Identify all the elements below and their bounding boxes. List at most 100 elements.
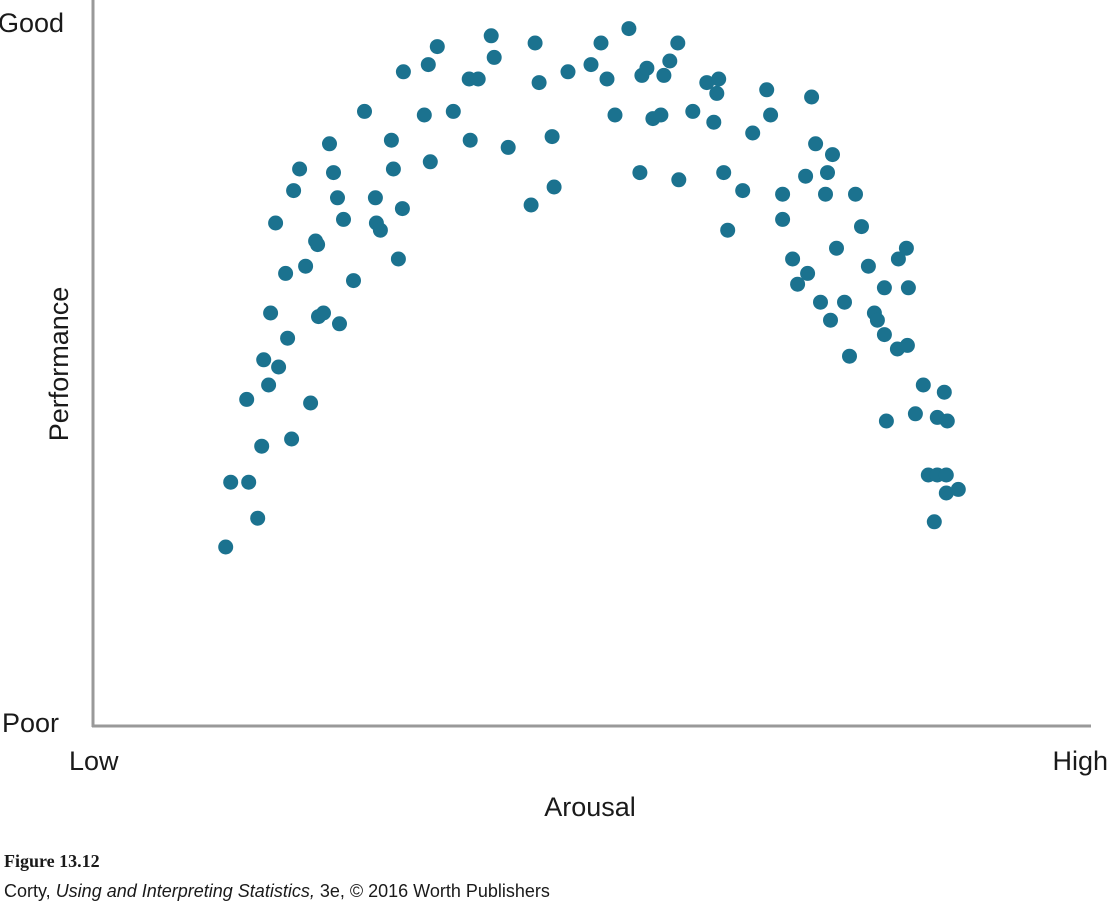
data-point [869,312,885,328]
data-point [322,136,337,152]
y-axis-title: Performance [44,287,74,442]
data-point [820,165,835,181]
data-point [395,64,411,80]
data-point [854,219,869,235]
data-point [310,237,326,253]
data-point [298,258,314,274]
data-points [218,21,966,555]
data-point [445,103,461,119]
data-point [422,154,438,170]
data-point [662,53,678,69]
data-point [813,294,828,310]
data-point [915,377,931,393]
y-tick-label-top: Good [0,8,64,38]
data-point [775,186,791,202]
data-point [346,273,361,289]
data-point [546,179,562,195]
data-point [239,391,255,407]
credit-author: Corty, [4,881,51,901]
data-point [261,377,277,393]
data-point [621,21,637,37]
data-point [250,510,266,526]
data-point [829,240,844,256]
data-point [938,485,954,501]
data-point [284,431,300,447]
data-point [483,28,499,44]
credit-book-title: Using and Interpreting Statistics, [55,881,315,901]
data-point [653,107,669,123]
data-point [280,330,296,346]
data-point [759,82,775,98]
data-point [223,474,239,490]
data-point [357,103,372,119]
data-point [936,384,952,400]
data-point [268,215,284,231]
figure-label: Figure 13.12 [4,851,100,871]
data-point [523,197,539,213]
data-point [950,481,966,497]
data-point [256,352,272,368]
data-point [560,64,576,80]
data-point [332,316,347,332]
data-point [470,71,486,87]
data-point [218,539,234,555]
data-point [394,201,410,217]
data-point [716,165,732,181]
data-point [699,75,715,91]
data-point [599,71,615,87]
data-point [876,280,892,296]
data-point [286,183,302,199]
data-point [429,39,445,55]
data-point [907,406,923,422]
data-point [790,276,806,292]
data-point [938,467,954,483]
data-point [639,60,655,76]
data-point [800,265,816,281]
data-point [939,413,955,429]
data-point [372,222,388,238]
data-point [926,514,942,530]
data-point [367,190,383,206]
data-point [876,327,892,343]
data-point [263,305,279,321]
data-point [825,147,840,163]
data-point [775,211,791,227]
data-point [706,114,722,130]
data-point [899,337,915,353]
data-point [900,280,916,296]
figure-credit: Corty, Using and Interpreting Statistics… [4,876,550,906]
data-point [278,265,294,281]
data-point [500,139,516,155]
data-point [607,107,623,123]
data-point [878,413,894,429]
data-point [860,258,876,274]
data-point [544,129,560,145]
data-point [671,172,687,188]
data-point [898,240,914,256]
data-point [842,348,857,364]
credit-edition: 3e, © 2016 Worth Publishers [319,881,550,901]
data-point [416,107,432,123]
data-point [292,161,308,177]
data-point [271,359,287,375]
data-point [527,35,543,51]
data-point [383,132,399,148]
x-tick-label-right: High [1052,746,1108,776]
data-point [804,89,820,105]
scatter-chart: Good Poor Low High Arousal Performance [0,0,1108,822]
data-point [890,251,906,267]
data-point [656,67,672,83]
data-point [632,165,648,181]
data-point [486,49,502,65]
data-point [709,85,725,101]
data-point [241,474,257,490]
data-point [670,35,686,51]
data-point [330,190,345,206]
data-point [808,136,824,152]
data-point [336,211,351,227]
data-point [785,251,801,267]
data-point [763,107,779,123]
figure-caption: Figure 13.12 Corty, Using and Interpreti… [4,846,550,906]
data-point [818,186,833,202]
data-point [385,161,401,177]
